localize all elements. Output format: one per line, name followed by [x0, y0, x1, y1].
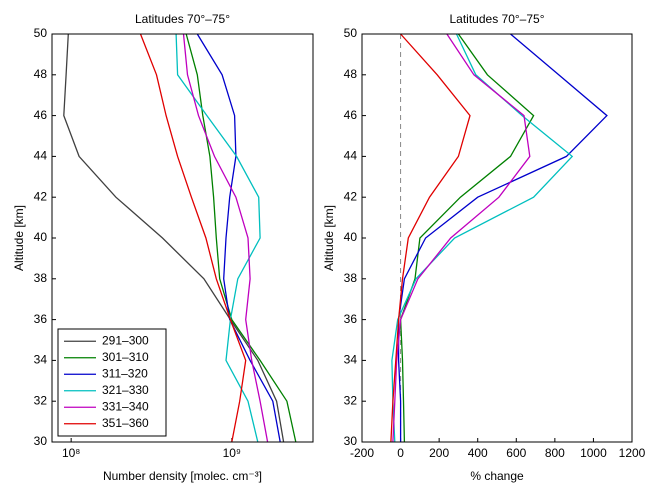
- series-line: [397, 33, 608, 442]
- plot-frame: [51, 33, 314, 443]
- legend-label: 311–320: [102, 366, 148, 380]
- legend-label: 331–340: [102, 399, 149, 413]
- series-line: [196, 33, 281, 443]
- y-tick-label: 50: [34, 26, 48, 40]
- y-tick-label: 38: [34, 271, 48, 285]
- y-tick-label: 34: [344, 353, 358, 367]
- series-line: [391, 33, 574, 443]
- x-tick-label: 10⁹: [223, 446, 242, 460]
- y-tick-label: 44: [34, 149, 48, 163]
- y-tick-label: 40: [344, 230, 358, 244]
- y-tick-label: 38: [344, 271, 358, 285]
- series-line: [63, 33, 285, 443]
- y-tick-label: 30: [34, 434, 48, 448]
- x-tick-label: 0: [397, 446, 404, 460]
- x-tick-label: 1200: [619, 446, 646, 460]
- y-tick-label: 34: [34, 353, 48, 367]
- legend-label: 351–360: [102, 416, 149, 430]
- x-axis-label: Number density [molec. cm⁻³]: [103, 469, 262, 483]
- y-tick-label: 32: [344, 393, 358, 407]
- y-tick-label: 50: [344, 26, 358, 40]
- legend-label: 291–300: [102, 333, 149, 347]
- y-tick-label: 46: [34, 108, 48, 122]
- y-tick-label: 30: [344, 434, 358, 448]
- x-tick-label: 1000: [580, 446, 607, 460]
- x-tick-label: 10⁸: [62, 446, 80, 460]
- legend-label: 301–310: [102, 350, 149, 364]
- series-line: [185, 33, 297, 443]
- y-tick-label: 36: [344, 312, 358, 326]
- series-line: [399, 33, 535, 443]
- y-axis-label: Altitude [km]: [322, 205, 336, 271]
- y-tick-label: 40: [34, 230, 48, 244]
- y-tick-label: 36: [34, 312, 48, 326]
- y-tick-label: 48: [34, 67, 48, 81]
- series-line: [390, 33, 471, 443]
- y-tick-label: 42: [344, 189, 358, 203]
- x-tick-label: 200: [429, 446, 449, 460]
- y-tick-label: 44: [344, 149, 358, 163]
- y-tick-label: 32: [34, 393, 48, 407]
- y-tick-label: 46: [344, 108, 358, 122]
- chart-title: Latitudes 70°–75°: [135, 12, 230, 26]
- legend-label: 321–330: [102, 383, 149, 397]
- series-line: [392, 33, 531, 443]
- series-line: [175, 33, 261, 443]
- y-tick-label: 48: [344, 67, 358, 81]
- x-axis-label: % change: [470, 469, 524, 483]
- plot-frame: [361, 33, 633, 443]
- x-tick-label: 800: [545, 446, 565, 460]
- y-tick-label: 42: [34, 189, 48, 203]
- y-axis-label: Altitude [km]: [12, 205, 26, 271]
- x-tick-label: 400: [468, 446, 488, 460]
- x-tick-label: 600: [506, 446, 526, 460]
- legend-box: [57, 328, 167, 437]
- chart-title: Latitudes 70°–75°: [449, 12, 544, 26]
- series-line: [139, 33, 247, 443]
- x-tick-label: -200: [350, 446, 374, 460]
- series-line: [182, 33, 269, 443]
